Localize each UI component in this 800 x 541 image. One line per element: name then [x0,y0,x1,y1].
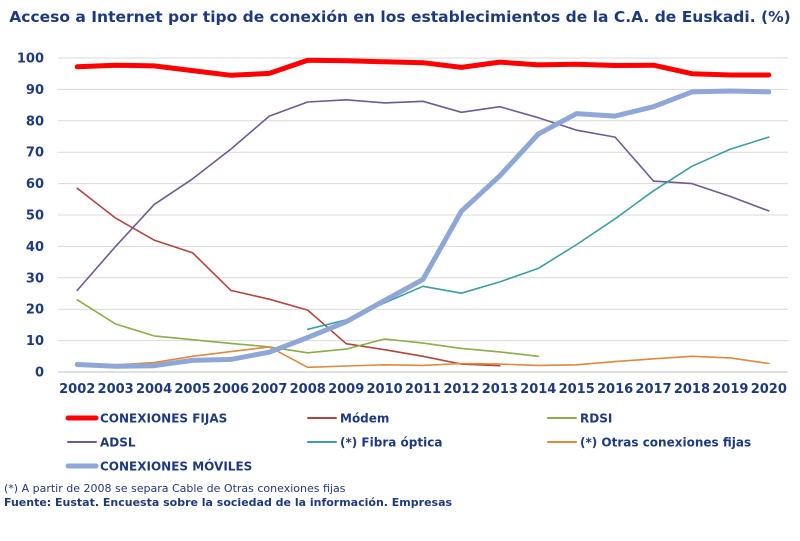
legend-label: Módem [340,412,389,426]
x-tick-label: 2013 [482,382,518,397]
legend-label: ADSL [100,436,136,450]
legend-item: ADSL [67,436,136,450]
x-tick-label: 2019 [712,382,748,397]
series-line-3 [76,99,770,292]
y-tick-label: 50 [26,209,44,224]
legend-item: Módem [307,412,389,426]
series-line-5 [76,346,770,369]
legend-item: CONEXIONES MÓVILES [65,459,252,474]
y-tick-label: 90 [26,83,44,98]
chart-title: Acceso a Internet por tipo de conexión e… [9,8,791,26]
x-tick-label: 2010 [366,382,402,397]
source-note: Fuente: Eustat. Encuesta sobre la socied… [4,496,453,509]
legend-label: (*) Fibra óptica [340,436,442,450]
y-tick-label: 80 [26,114,44,129]
grid-lines [58,57,788,342]
x-tick-label: 2008 [290,382,326,397]
y-tick-label: 10 [26,334,44,349]
y-tick-label: 30 [26,271,44,286]
y-tick-label: 40 [26,240,44,255]
y-tick-label: 20 [26,303,44,318]
x-tick-label: 2011 [405,382,441,397]
series-line-0 [74,57,772,78]
x-tick-label: 2005 [174,382,210,397]
x-tick-label: 2006 [213,382,249,397]
x-tick-label: 2018 [674,382,710,397]
x-tick-label: 2020 [751,382,787,397]
legend: CONEXIONES FIJAS Módem RDSI ADSL (*) Fibra ó… [65,412,751,474]
x-tick-label: 2007 [251,382,287,397]
x-tick-label: 2004 [136,382,172,397]
x-tick-label: 2009 [328,382,364,397]
y-tick-label: 60 [26,177,44,192]
series-lines [74,57,772,369]
y-tick-label: 70 [26,146,44,161]
x-tick-label: 2016 [597,382,633,397]
y-tick-label: 0 [35,366,44,381]
legend-label: CONEXIONES MÓVILES [100,459,252,474]
x-tick-label: 2012 [443,382,479,397]
x-tick-label: 2003 [98,382,134,397]
legend-label: RDSI [580,412,612,426]
legend-label: CONEXIONES FIJAS [100,412,227,426]
footnote: (*) A partir de 2008 se separa Cable de … [4,482,346,495]
series-line-6 [74,88,772,369]
series-line-1 [76,187,501,367]
x-tick-label: 2014 [520,382,556,397]
y-tick-label: 100 [17,52,44,67]
x-tick-label: 2002 [59,382,95,397]
legend-item: RDSI [547,412,612,426]
series-line-2 [76,299,540,358]
x-tick-label: 2015 [559,382,595,397]
legend-label: (*) Otras conexiones fijas [580,436,751,450]
legend-item: (*) Otras conexiones fijas [547,436,751,450]
legend-item: CONEXIONES FIJAS [65,412,227,426]
legend-item: (*) Fibra óptica [307,436,442,450]
series-line-4 [306,136,770,331]
x-tick-label: 2017 [635,382,671,397]
